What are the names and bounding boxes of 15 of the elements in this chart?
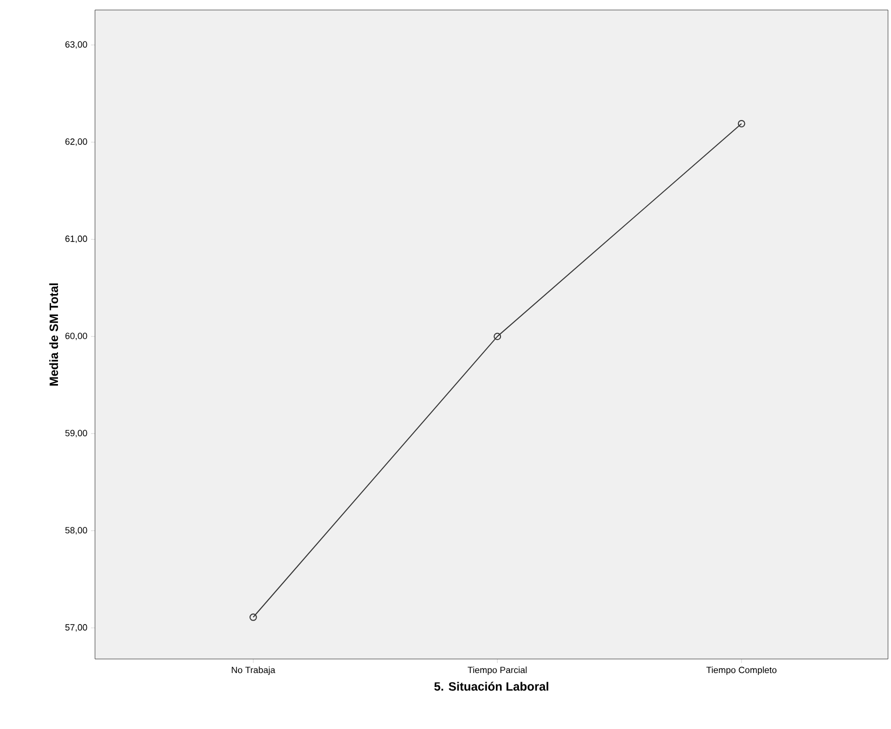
y-tick-label: 58,00 (65, 527, 88, 534)
y-tick-label: 59,00 (65, 430, 88, 438)
y-tick-label: 57,00 (65, 624, 88, 632)
y-tick-label: 63,00 (65, 41, 88, 49)
x-tick-label: Tiempo Completo (706, 666, 776, 675)
y-tick-label: 62,00 (65, 138, 88, 146)
point (738, 120, 746, 128)
y-axis-title: Media de SM Total (49, 283, 58, 386)
y-tick-label: 61,00 (65, 236, 88, 243)
y-tick-label: 60,00 (65, 332, 88, 340)
point (494, 332, 502, 340)
x-tick-label: Tiempo Parcial (468, 666, 527, 675)
x-tick-label: No Trabaja (232, 666, 276, 675)
point (250, 614, 257, 621)
x-axis-title: 5. Situación Laboral (434, 682, 548, 691)
